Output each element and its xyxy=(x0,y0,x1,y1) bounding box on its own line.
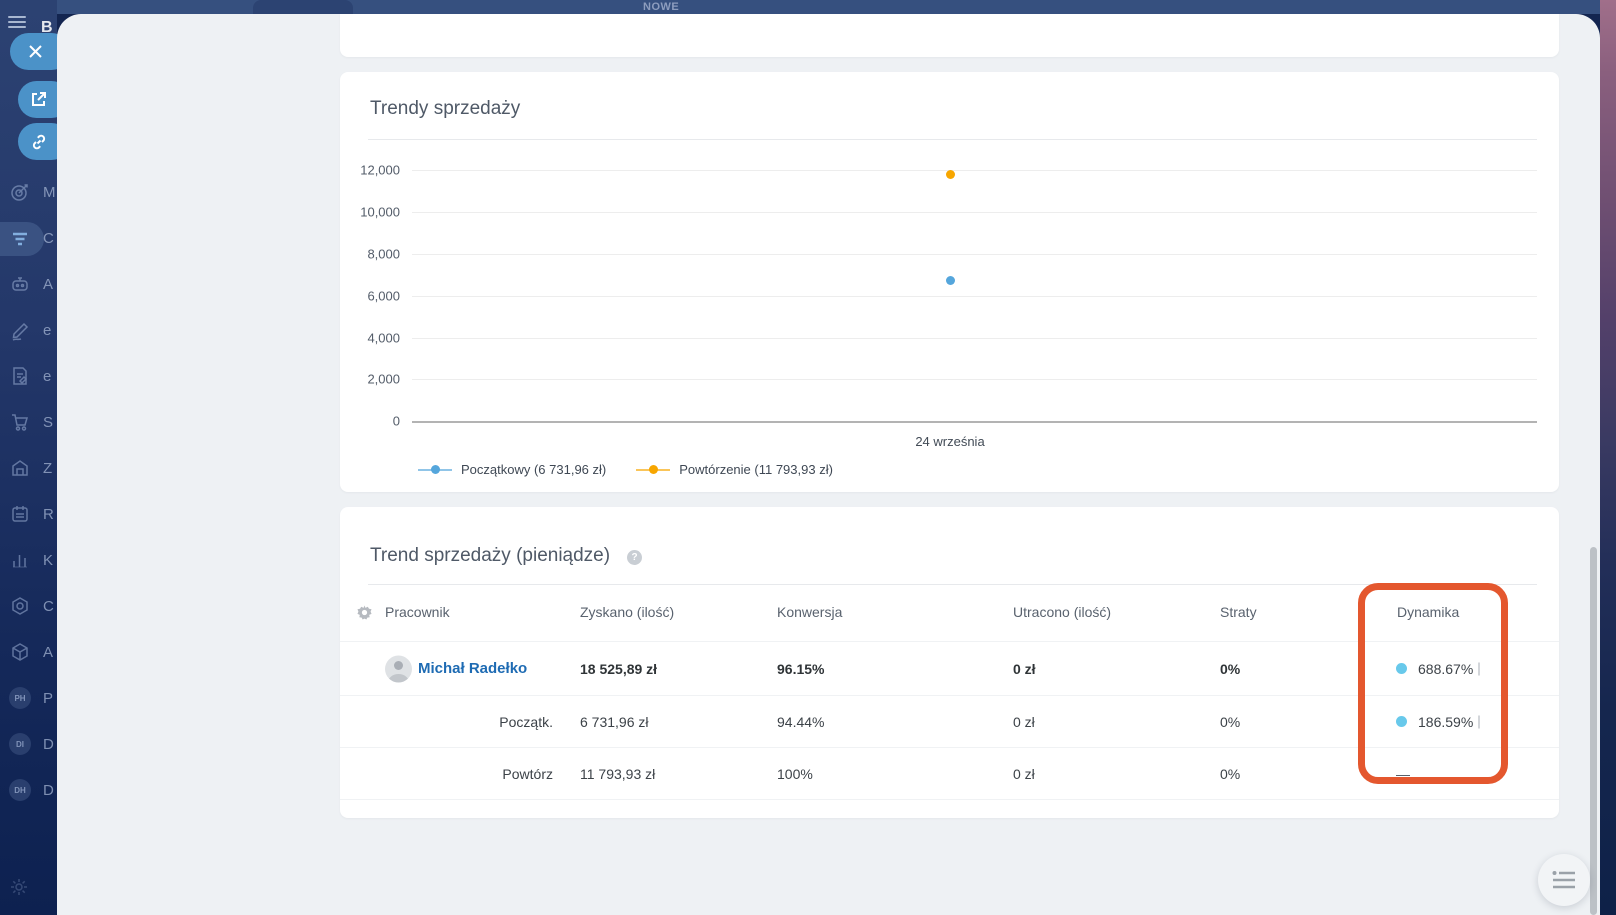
app-logo: B xyxy=(41,19,53,36)
table-row: Powtórz 11 793,93 zł 100% 0 zł 0% — xyxy=(340,747,1559,800)
divider xyxy=(368,584,1537,585)
dynamika-dot xyxy=(1396,716,1407,727)
scrollbar-thumb[interactable] xyxy=(1590,547,1597,915)
background-photo xyxy=(1600,0,1616,915)
sidebar-item-crm[interactable]: C xyxy=(0,221,57,255)
chart-legend: Początkowy (6 731,96 zł) Powtórzenie (11… xyxy=(418,462,833,477)
legend-marker xyxy=(636,465,671,474)
sidebar-item-marketing[interactable]: M xyxy=(0,175,57,209)
subrow-label: Początk. xyxy=(499,713,553,730)
store-icon xyxy=(9,457,31,479)
link-icon xyxy=(32,134,46,149)
col-header-pracownik: Pracownik xyxy=(385,604,450,620)
dynamika-value: — xyxy=(1396,765,1410,782)
table-row: Michał Radełko 18 525,89 zł 96.15% 0 zł … xyxy=(340,641,1559,695)
dynamika-spark-bar xyxy=(1478,662,1480,675)
chart-title: Trendy sprzedaży xyxy=(370,98,521,119)
sidebar-item-booking[interactable]: R xyxy=(0,497,57,531)
legend-item-poczatkowy[interactable]: Początkowy (6 731,96 zł) xyxy=(418,462,606,477)
avatar: DH xyxy=(9,779,31,801)
data-point-powtorzenie xyxy=(945,169,955,179)
x-axis-label: 24 września xyxy=(915,434,985,449)
dynamika-value: 688.67% xyxy=(1396,642,1473,695)
subrow-label: Powtórz xyxy=(502,765,553,782)
previous-card-fragment xyxy=(340,14,1559,57)
sidebar-item-edocs[interactable]: e xyxy=(0,359,57,393)
legend-marker xyxy=(418,465,452,474)
legend-item-powtorzenie[interactable]: Powtórzenie (11 793,93 zł) xyxy=(636,462,833,477)
document-icon xyxy=(9,365,31,387)
employee-link[interactable]: Michał Radełko xyxy=(418,660,528,677)
pencil-icon xyxy=(9,319,31,341)
divider xyxy=(368,139,1537,140)
sidebar-item-apps[interactable]: A xyxy=(0,635,57,669)
sidebar-item-ph[interactable]: PH P xyxy=(0,681,57,715)
funnel-icon xyxy=(9,227,31,249)
col-header-utracono: Utracono (ilość) xyxy=(1013,604,1112,620)
dynamika-value: 186.59% xyxy=(1396,696,1473,747)
dynamika-spark-bar xyxy=(1478,715,1480,728)
dynamika-dot xyxy=(1396,663,1407,674)
col-header-konwersja: Konwersja xyxy=(777,604,843,620)
report-slider: Trendy sprzedaży 12,000 10,000 8,000 6,0… xyxy=(57,14,1600,915)
avatar: PH xyxy=(9,687,31,709)
robot-icon xyxy=(9,273,31,295)
sidebar-item-copilot[interactable]: C xyxy=(0,589,57,623)
sidebar-item-dh[interactable]: DH D xyxy=(0,773,57,807)
sidebar-item-esign[interactable]: e xyxy=(0,313,57,347)
list-icon xyxy=(1552,871,1575,889)
barchart-icon xyxy=(9,549,31,571)
sidebar-item-shop[interactable]: S xyxy=(0,405,57,439)
sidebar-item-reports[interactable]: K xyxy=(0,543,57,577)
target-icon xyxy=(9,181,31,203)
table-settings-gear-icon[interactable] xyxy=(357,605,372,625)
sales-trends-chart-card: Trendy sprzedaży 12,000 10,000 8,000 6,0… xyxy=(340,72,1559,492)
employee-avatar xyxy=(385,655,412,682)
topbar-tab[interactable] xyxy=(253,0,353,14)
avatar: DI xyxy=(9,733,31,755)
list-fab-button[interactable] xyxy=(1538,854,1590,906)
external-link-icon xyxy=(32,92,46,106)
gear-icon[interactable] xyxy=(8,876,30,903)
col-header-zyskano: Zyskano (ilość) xyxy=(580,604,675,620)
nowe-label: NOWE xyxy=(643,1,680,13)
topbar: NOWE xyxy=(0,0,1616,14)
cart-icon xyxy=(9,411,31,433)
col-header-straty: Straty xyxy=(1220,604,1257,620)
booking-icon xyxy=(9,503,31,525)
table-row: Początk. 6 731,96 zł 94.44% 0 zł 0% 186.… xyxy=(340,695,1559,747)
close-icon xyxy=(29,45,42,58)
hexagon-icon xyxy=(9,595,31,617)
sidebar-item-automation[interactable]: A xyxy=(0,267,57,301)
sales-trend-money-card: Trend sprzedaży (pieniądze) ? Pracownik … xyxy=(340,507,1559,818)
col-header-dynamika: Dynamika xyxy=(1397,604,1460,620)
hamburger-menu-icon[interactable] xyxy=(8,16,26,30)
sidebar-item-di[interactable]: DI D xyxy=(0,727,57,761)
sidebar-item-warehouse[interactable]: Z xyxy=(0,451,57,485)
table-header-row: Pracownik Zyskano (ilość) Konwersja Utra… xyxy=(340,584,1559,641)
table-title: Trend sprzedaży (pieniądze) xyxy=(370,545,611,566)
help-icon[interactable]: ? xyxy=(627,550,642,565)
cube-icon xyxy=(9,641,31,663)
data-point-poczatkowy xyxy=(945,275,955,285)
